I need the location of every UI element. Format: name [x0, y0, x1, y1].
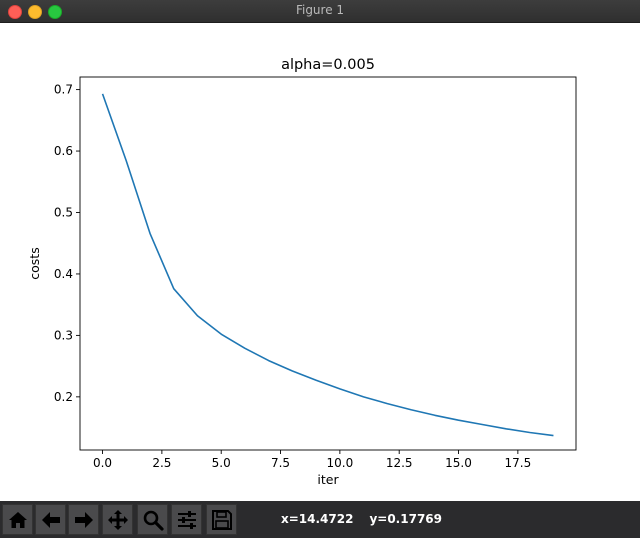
x-tick-label: 10.0	[327, 456, 354, 470]
sliders-icon	[177, 510, 196, 529]
y-tick-label: 0.7	[54, 83, 73, 97]
line-chart: 0.0 2.5 5.0 7.5 10.0 12.5 15.0 17.5 0.2 0.3 0.4 0.5…	[27, 57, 577, 487]
floppy-disk-icon	[211, 509, 232, 530]
configure-subplots-button[interactable]	[171, 504, 202, 535]
x-tick-label: 17.5	[504, 456, 531, 470]
x-tick-label: 12.5	[386, 456, 413, 470]
move-icon	[107, 509, 128, 530]
close-window-button[interactable]	[8, 5, 22, 19]
zoom-button[interactable]	[137, 504, 168, 535]
x-tick-label: 2.5	[152, 456, 171, 470]
y-tick-label: 0.5	[54, 205, 73, 219]
coord-y: y=0.17769	[369, 512, 442, 526]
home-button[interactable]	[2, 504, 33, 535]
y-axis-label: costs	[27, 247, 42, 279]
figure-canvas[interactable]: 0.0 2.5 5.0 7.5 10.0 12.5 15.0 17.5 0.2 0.3 0.4 0.5…	[0, 23, 640, 501]
maximize-window-button[interactable]	[48, 5, 62, 19]
coord-x: x=14.4722	[281, 512, 354, 526]
navigation-toolbar: x=14.4722 y=0.17769	[0, 501, 640, 538]
y-tick-label: 0.2	[54, 390, 73, 404]
y-tick-label: 0.6	[54, 144, 73, 158]
arrow-left-icon	[41, 511, 60, 528]
window-title: Figure 1	[295, 3, 345, 17]
x-tick-label: 7.5	[271, 456, 290, 470]
chart-title: alpha=0.005	[281, 57, 375, 73]
axes-frame	[79, 76, 577, 451]
back-button[interactable]	[35, 504, 66, 535]
cursor-coordinates: x=14.4722 y=0.17769	[281, 512, 458, 526]
x-tick-label: 5.0	[212, 456, 231, 470]
magnifier-icon	[143, 510, 164, 531]
save-button[interactable]	[206, 504, 237, 535]
forward-button[interactable]	[68, 504, 99, 535]
y-tick-label: 0.3	[54, 328, 73, 342]
x-tick-label: 15.0	[445, 456, 472, 470]
y-tick-label: 0.4	[54, 267, 73, 281]
x-tick-label: 0.0	[93, 456, 112, 470]
x-axis-label: iter	[317, 472, 339, 487]
series-line-0	[101, 93, 554, 437]
pan-button[interactable]	[102, 504, 133, 535]
home-icon	[8, 511, 27, 528]
arrow-right-icon	[74, 511, 93, 528]
minimize-window-button[interactable]	[28, 5, 42, 19]
window-titlebar: Figure 1	[0, 0, 640, 23]
